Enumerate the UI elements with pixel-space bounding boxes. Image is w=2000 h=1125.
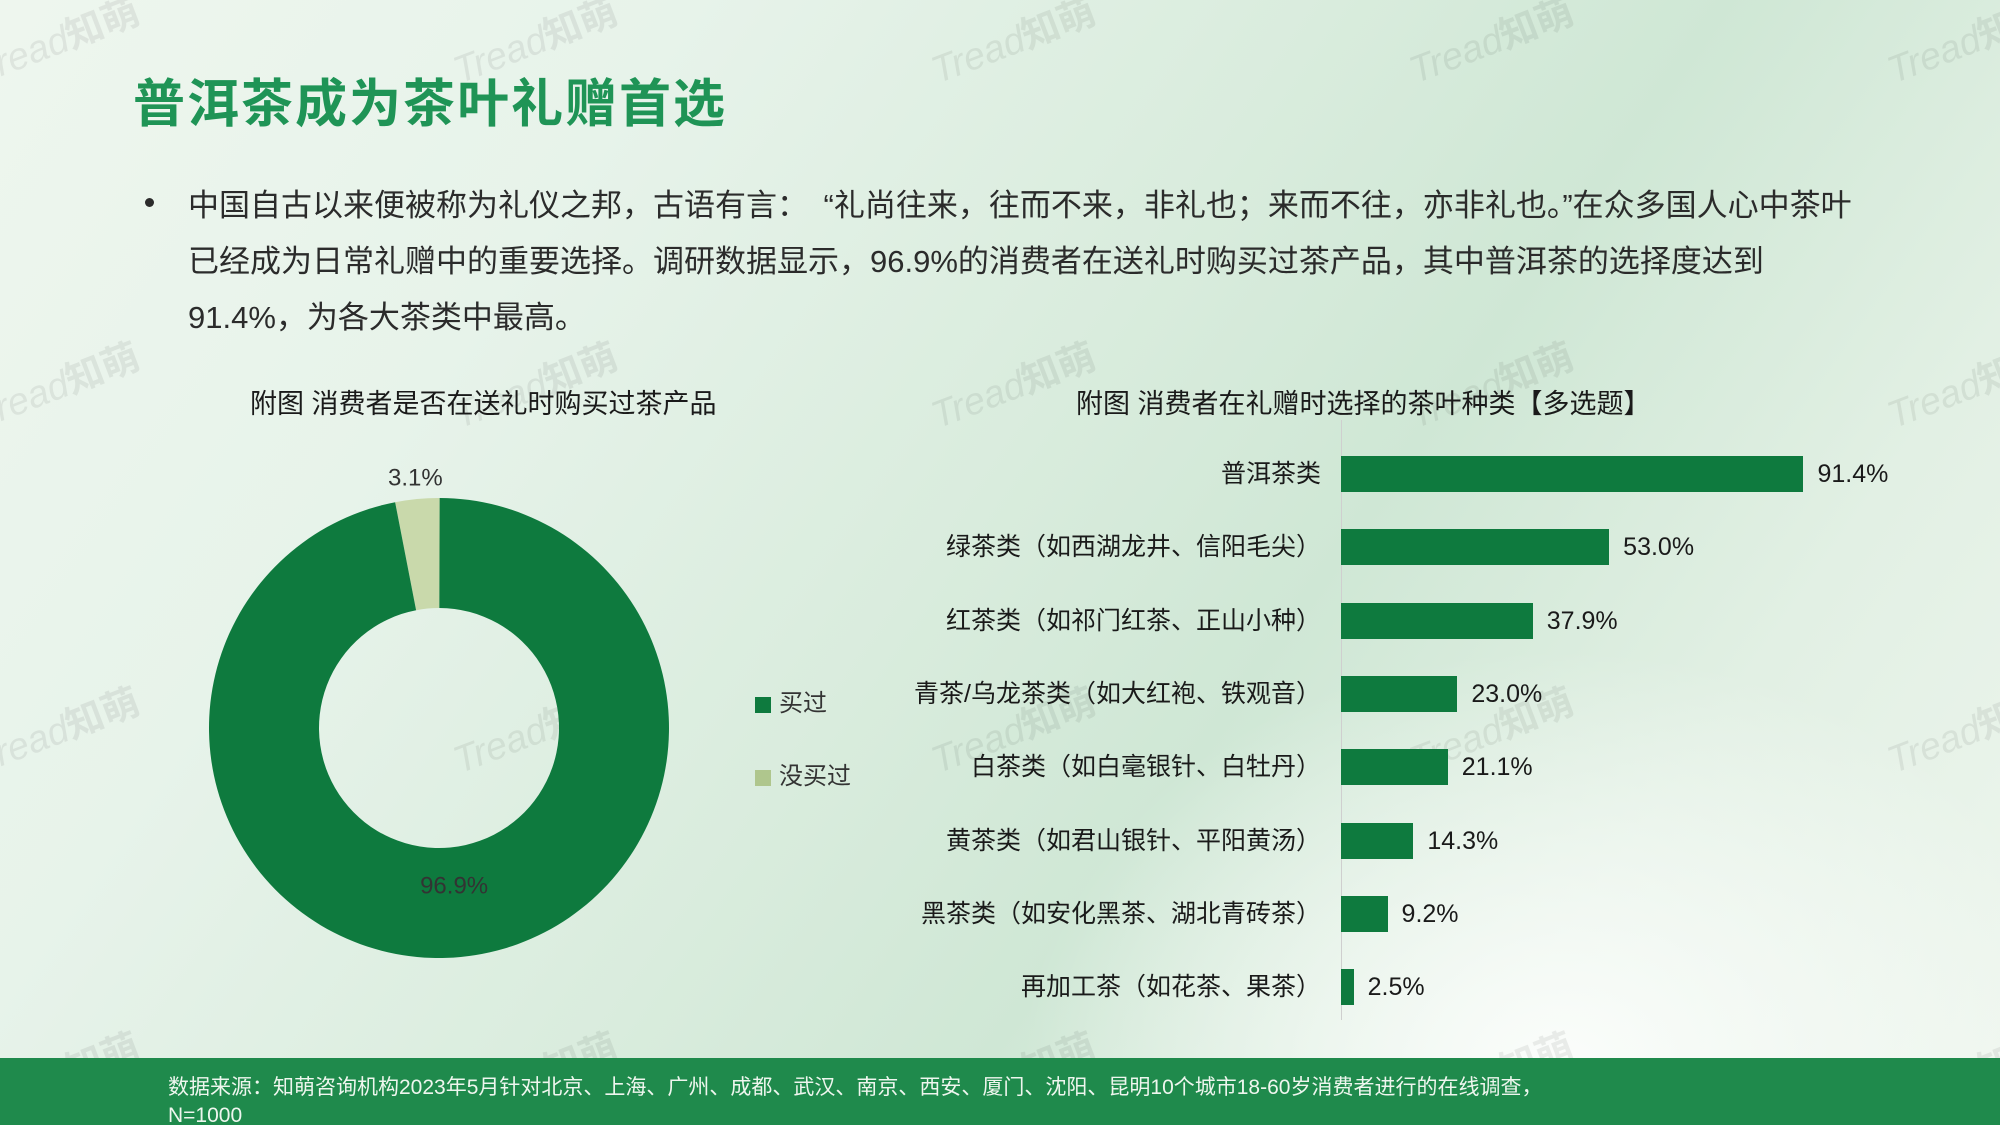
svg-text:96.9%: 96.9% — [420, 873, 488, 900]
svg-text:3.1%: 3.1% — [388, 464, 443, 491]
